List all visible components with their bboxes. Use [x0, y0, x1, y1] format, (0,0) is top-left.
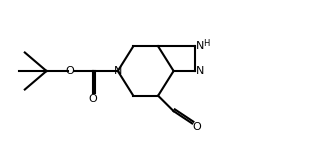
Text: O: O — [65, 66, 74, 76]
Text: O: O — [193, 122, 201, 132]
Text: N: N — [196, 41, 204, 51]
Text: N: N — [113, 66, 122, 76]
Text: N: N — [196, 66, 204, 76]
Text: H: H — [203, 39, 209, 48]
Text: O: O — [89, 94, 97, 104]
